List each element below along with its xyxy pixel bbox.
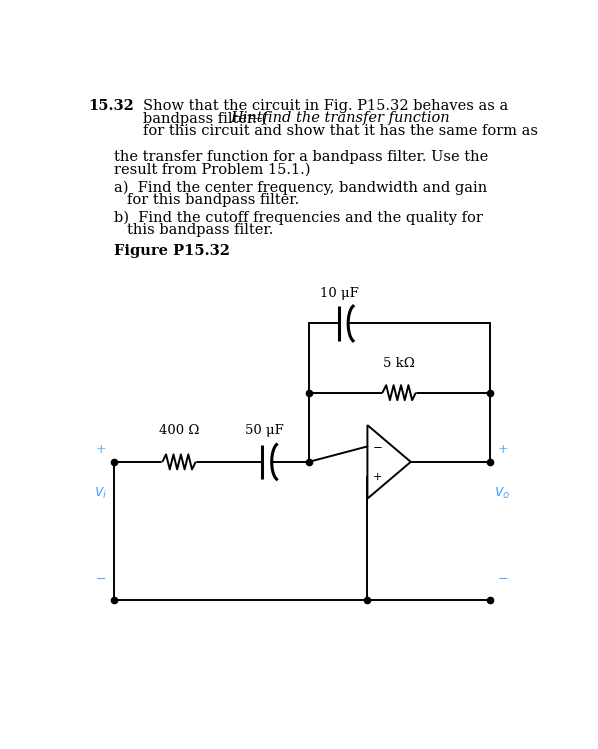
Text: 50 μF: 50 μF xyxy=(245,424,284,437)
Text: Hint: Hint xyxy=(230,111,263,125)
Text: for this circuit and show that it has the same form as: for this circuit and show that it has th… xyxy=(144,124,538,138)
Text: the transfer function for a bandpass filter. Use the: the transfer function for a bandpass fil… xyxy=(114,151,489,165)
Text: 15.32: 15.32 xyxy=(89,99,135,112)
Text: for this bandpass filter.: for this bandpass filter. xyxy=(127,193,300,207)
Text: −: − xyxy=(373,440,383,453)
Text: +: + xyxy=(96,443,106,456)
Text: −: − xyxy=(498,573,508,586)
Text: result from Problem 15.1.): result from Problem 15.1.) xyxy=(114,163,310,177)
Text: this bandpass filter.: this bandpass filter. xyxy=(127,223,273,237)
Text: −: − xyxy=(96,573,106,586)
Text: Show that the circuit in Fig. P15.32 behaves as a: Show that the circuit in Fig. P15.32 beh… xyxy=(144,99,508,112)
Text: bandpass filter. (: bandpass filter. ( xyxy=(144,111,267,126)
Text: Figure P15.32: Figure P15.32 xyxy=(114,244,230,258)
Text: $v_i$: $v_i$ xyxy=(94,486,108,501)
Text: —find the transfer function: —find the transfer function xyxy=(248,111,449,125)
Text: +: + xyxy=(373,473,382,482)
Text: a)  Find the center frequency, bandwidth and gain: a) Find the center frequency, bandwidth … xyxy=(114,181,487,195)
Text: +: + xyxy=(497,443,508,456)
Text: b)  Find the cutoff frequencies and the quality for: b) Find the cutoff frequencies and the q… xyxy=(114,210,483,225)
Text: 10 μF: 10 μF xyxy=(319,288,358,300)
Text: 400 Ω: 400 Ω xyxy=(159,424,199,437)
Text: $v_o$: $v_o$ xyxy=(495,486,511,501)
Text: 5 kΩ: 5 kΩ xyxy=(383,357,415,369)
